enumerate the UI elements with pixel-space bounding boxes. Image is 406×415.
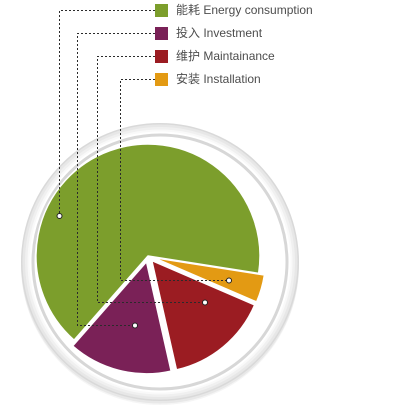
leader-line-installation — [120, 79, 227, 281]
leader-lines — [59, 10, 227, 326]
legend-swatch-energy-consumption — [155, 4, 168, 17]
leader-line-maintainance — [97, 56, 203, 303]
pie-slice-maintainance — [151, 259, 256, 371]
pie-slice-installation — [153, 256, 266, 303]
legend-swatch-maintainance — [155, 50, 168, 63]
leader-marker-installation — [226, 277, 232, 284]
leader-marker-investment — [132, 322, 138, 329]
pie-slice-investment — [71, 261, 172, 375]
leader-markers — [56, 213, 232, 329]
pie — [35, 143, 266, 375]
leader-marker-maintainance — [202, 299, 208, 306]
legend-label-maintainance: 维护 Maintainance — [176, 49, 275, 63]
legend-label-energy-consumption: 能耗 Energy consumption — [176, 3, 313, 17]
legend-item-installation: 安装 Installation — [155, 73, 261, 86]
legend-swatch-installation — [155, 73, 168, 86]
leader-marker-energy-consumption — [56, 213, 63, 219]
leader-line-investment — [77, 33, 155, 326]
legend-item-investment: 投入 Investment — [155, 27, 262, 40]
legend-item-energy-consumption: 能耗 Energy consumption — [155, 4, 313, 17]
legend-swatch-investment — [155, 27, 168, 40]
pie-slice-energy-consumption — [35, 143, 261, 341]
legend: 能耗 Energy consumption 投入 Investment 维护 M… — [0, 0, 406, 96]
legend-item-maintainance: 维护 Maintainance — [155, 50, 275, 63]
legend-label-installation: 安装 Installation — [176, 72, 261, 86]
legend-label-investment: 投入 Investment — [176, 26, 263, 40]
